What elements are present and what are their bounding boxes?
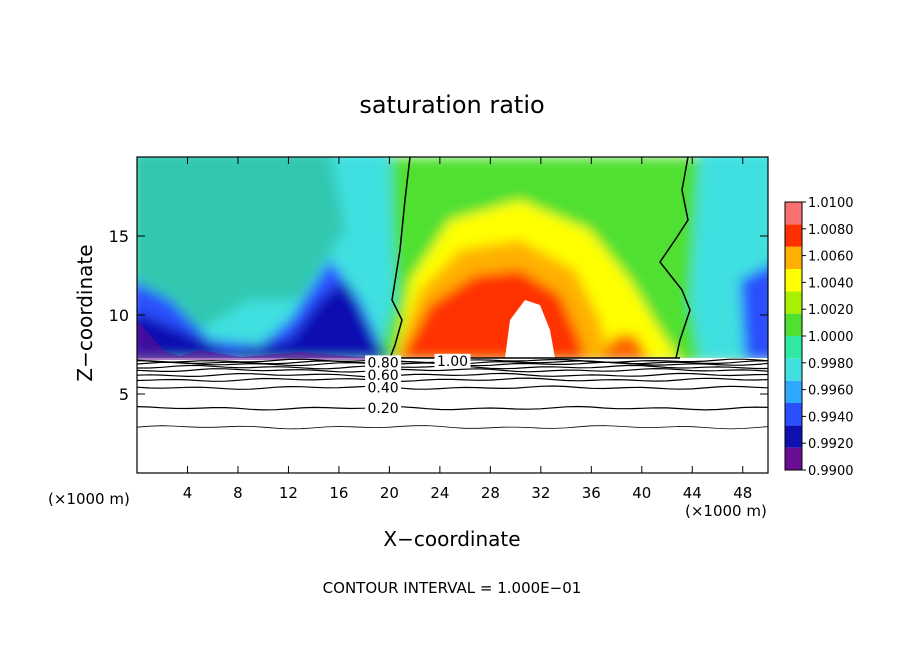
colorbar-tick-label: 1.0080 [808, 223, 854, 238]
colorbar-tick-label: 1.0100 [808, 196, 854, 211]
y-axis: 5 10 15 [109, 227, 768, 404]
contour-label-background [365, 355, 402, 370]
x-unit-left: (×1000 m) [48, 490, 130, 508]
colorbar-segment [785, 403, 802, 426]
x-tick-label: 44 [683, 484, 702, 502]
colorbar-segment [785, 447, 802, 470]
contour-interval-footer: CONTOUR INTERVAL = 1.000E−01 [323, 579, 582, 597]
colorbar-segment [785, 380, 802, 403]
contour-label-background [365, 401, 402, 416]
contour-label: 1.00 [437, 354, 468, 370]
x-tick-label: 4 [183, 484, 193, 502]
x-tick-label: 8 [233, 484, 243, 502]
contour-labels: 0.800.600.40 0.20 1.00 [365, 353, 471, 417]
chart-title: saturation ratio [359, 91, 544, 119]
colorbar-segment [785, 336, 802, 359]
contour-label-background [365, 368, 402, 383]
colorbar-tick-label: 0.9920 [808, 437, 854, 452]
contour-line [137, 377, 768, 383]
colorbar-tick-label: 1.0060 [808, 250, 854, 265]
x-tick-label: 28 [481, 484, 500, 502]
x-tick-label: 16 [329, 484, 348, 502]
colorbar-tick-label: 1.0040 [808, 276, 854, 291]
x-tick-label: 24 [430, 484, 449, 502]
x-tick-label: 20 [380, 484, 399, 502]
red-spot-right [600, 335, 650, 360]
contour-label: 0.60 [368, 368, 399, 384]
left-darkblue-region [137, 280, 390, 360]
colorbar-segment [785, 202, 802, 225]
y-axis-label: Z−coordinate [73, 244, 97, 381]
y-tick-label: 5 [119, 385, 129, 404]
colorbar: 0.9900 0.9920 0.9940 0.9960 0.9980 1.0000 1.00… [784, 196, 854, 479]
contour-line-1-00-right [659, 157, 691, 359]
colorbar-tick-label: 0.9940 [808, 410, 854, 425]
y-tick-label: 15 [109, 227, 129, 246]
colorbar-segment [785, 246, 802, 269]
white-core [505, 300, 555, 358]
colorbar-tick-label: 0.9960 [808, 384, 854, 399]
colorbar-segment [785, 313, 802, 336]
contour-label: 0.80 [368, 355, 399, 371]
colorbar-segment [785, 425, 802, 448]
colorbar-tick-label: 1.0020 [808, 303, 854, 318]
contour-label: 0.20 [368, 401, 399, 417]
right-blue-region [740, 266, 768, 360]
contour-line [137, 372, 768, 378]
colorbar-tick-label: 1.0000 [808, 330, 854, 345]
y-tick-label: 10 [109, 306, 129, 325]
contour-label-background [365, 380, 402, 395]
contour-line [137, 425, 768, 430]
x-tick-label: 36 [582, 484, 601, 502]
x-tick-label: 12 [279, 484, 298, 502]
contour-line [137, 385, 768, 390]
lower-domain-background [137, 358, 768, 473]
purple-fringe [137, 320, 385, 360]
x-axis-label: X−coordinate [383, 527, 520, 551]
left-turquoise-region [137, 157, 345, 330]
colorbar-tick-label: 0.9980 [808, 357, 854, 372]
colorbar-segment [785, 291, 802, 314]
plot-area [137, 157, 768, 473]
x-unit-right: (×1000 m) [685, 502, 767, 520]
x-tick-label: 40 [632, 484, 651, 502]
contour-label: 0.40 [368, 381, 399, 397]
contour-line [137, 367, 768, 373]
colorbar-segment [785, 269, 802, 292]
x-tick-label: 32 [531, 484, 550, 502]
x-axis: 4 8 12 16 20 24 28 32 36 40 44 48 [183, 157, 752, 502]
saturation-field [137, 157, 768, 362]
contour-label-background [434, 353, 471, 368]
x-tick-label: 48 [733, 484, 752, 502]
contour-line [137, 405, 768, 411]
colorbar-tick-label: 0.9900 [808, 464, 854, 479]
colorbar-segment [785, 224, 802, 247]
colorbar-segment [785, 358, 802, 381]
